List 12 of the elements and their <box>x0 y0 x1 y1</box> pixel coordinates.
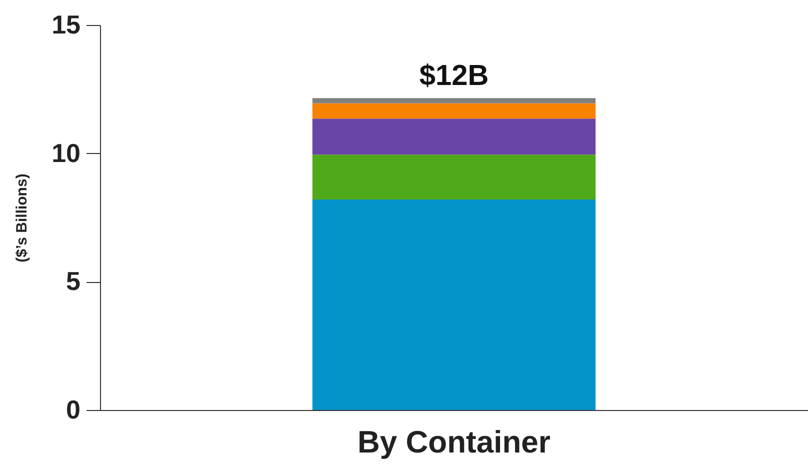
bar <box>312 98 596 104</box>
y-axis-title: ($’s Billions) <box>14 174 31 262</box>
y-tick-label: 0 <box>66 394 80 424</box>
bar <box>312 200 596 410</box>
y-tick-label: 10 <box>52 138 80 168</box>
x-tick-label: By Container <box>358 424 550 460</box>
bar <box>312 154 596 200</box>
total-label: $12B <box>419 60 489 92</box>
y-tick-label: 15 <box>52 10 80 40</box>
y-tick-label: 5 <box>66 266 80 296</box>
bar <box>312 103 596 119</box>
bar <box>312 118 596 155</box>
